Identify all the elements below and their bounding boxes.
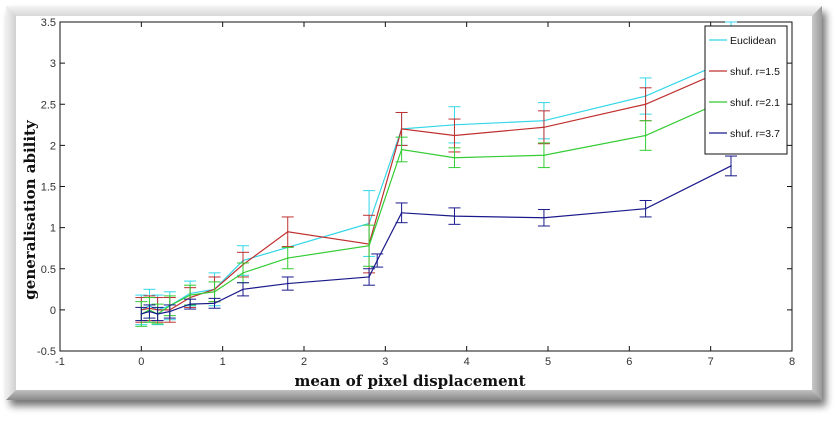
data-point [400, 148, 403, 151]
data-point [644, 103, 647, 106]
data-point [453, 156, 456, 159]
y-tick-label: 3 [50, 58, 56, 70]
x-tick-label: 7 [708, 356, 714, 368]
data-point [213, 302, 216, 305]
y-axis-title: generalisation ability [21, 119, 39, 300]
x-tick-label: 1 [220, 356, 226, 368]
legend-label: shuf. r=2.1 [730, 97, 780, 109]
y-tick-label: 0 [50, 305, 56, 317]
data-point [189, 294, 191, 296]
x-tick-label: 2 [301, 356, 307, 368]
y-tick-label: 2 [50, 140, 56, 152]
x-tick-label: -1 [55, 356, 65, 368]
data-point [286, 257, 289, 259]
data-point [644, 134, 647, 137]
data-point [368, 244, 370, 247]
data-point [242, 272, 244, 274]
axis-ticks: -1 0 1 2 3 4 5 6 7 8 -0.5 0 0.5 1 1.5 2 2.5 3 3.5 [37, 17, 795, 368]
series-layer [135, 21, 737, 327]
data-point [140, 313, 143, 315]
data-point [730, 165, 732, 167]
y-tick-label: 1 [50, 223, 56, 235]
data-point [376, 259, 379, 262]
x-tick-label: 8 [789, 356, 795, 368]
y-tick-label: 0.5 [41, 264, 56, 276]
x-tick-label: 4 [464, 356, 470, 368]
data-point [453, 134, 456, 137]
data-point [286, 282, 289, 285]
data-point [189, 303, 191, 305]
x-axis-title: mean of pixel displacement [295, 372, 526, 390]
data-point [368, 276, 370, 278]
series-line [141, 66, 732, 311]
data-point [543, 154, 545, 157]
x-tick-label: 0 [138, 356, 144, 368]
data-point [286, 230, 289, 233]
data-point [400, 128, 403, 130]
legend-label: shuf. r=1.5 [730, 66, 780, 78]
data-point [148, 310, 151, 313]
x-tick-label: 6 [626, 356, 632, 368]
data-point [400, 212, 403, 214]
legend-label: shuf. r=3.7 [730, 128, 780, 140]
x-tick-label: 3 [382, 356, 388, 368]
data-point [213, 290, 216, 293]
data-point [543, 216, 545, 219]
data-point [169, 310, 171, 313]
data-point [156, 313, 159, 315]
y-tick-label: 2.5 [41, 99, 56, 111]
data-point [543, 126, 545, 129]
legend-label: Euclidean [730, 35, 776, 47]
data-point [644, 207, 647, 210]
data-point [453, 215, 456, 217]
series-3 [135, 155, 737, 322]
plot-area [59, 21, 793, 352]
y-tick-label: -0.5 [37, 346, 56, 358]
legend: Euclidean shuf. r=1.5 shuf. r=2.1 shuf. r=3… [704, 25, 788, 155]
y-tick-label: 1.5 [41, 182, 56, 194]
series-line [141, 97, 732, 315]
x-tick-label: 5 [545, 356, 551, 368]
data-point [242, 288, 244, 291]
y-tick-label: 3.5 [41, 17, 56, 29]
